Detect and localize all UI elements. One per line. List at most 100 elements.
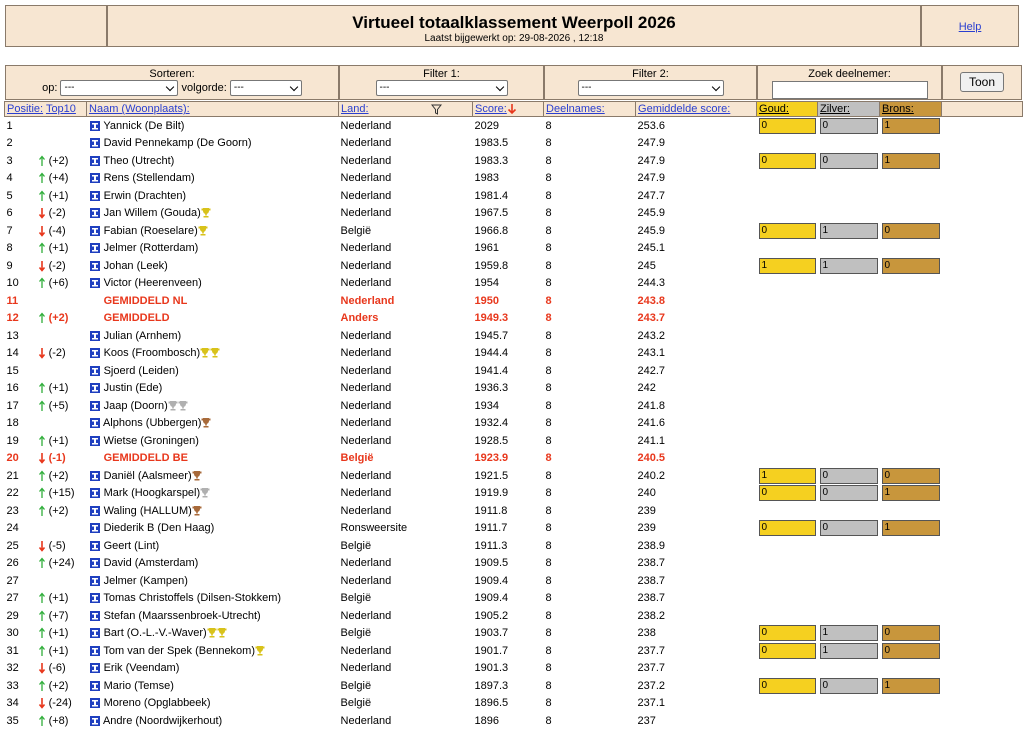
col-bronze[interactable]: Brons: [882, 103, 914, 115]
land: Anders [340, 312, 379, 325]
col-avg[interactable]: Gemiddelde score: [638, 103, 731, 115]
position: 23 [6, 504, 19, 517]
score: 1923.9 [474, 452, 509, 465]
silver-cell [818, 327, 880, 345]
land: Nederland [340, 294, 395, 307]
row: 35 (+8) Andre (Noordwijkerhout) Nederland… [5, 712, 1023, 730]
silver-cell: 0 [818, 467, 880, 485]
change: (+4) [48, 172, 69, 185]
name: Koos (Froombosch) [103, 347, 201, 360]
empty [942, 275, 1023, 293]
bronze-cell [880, 380, 942, 398]
silver-cell [818, 502, 880, 520]
change-cell: (+1) [36, 432, 87, 450]
score: 1934 [474, 399, 499, 412]
arrow-up [38, 382, 45, 394]
change-cell [36, 362, 87, 380]
order-select[interactable]: --- [229, 80, 302, 96]
trophy-gold [201, 208, 211, 218]
search-box: Zoek deelnemer: [757, 65, 942, 100]
trophy-gold [217, 628, 227, 638]
silver-cell [818, 170, 880, 188]
flag-icon [89, 470, 100, 481]
silver-cell [818, 380, 880, 398]
row: 5 (+1) Erwin (Drachten) Nederland 1981.4 8 2… [5, 187, 1023, 205]
flag-icon [89, 680, 100, 691]
help-link[interactable]: Help [958, 21, 982, 33]
avg-score: 241.6 [637, 417, 666, 430]
col-pos[interactable]: Positie: [7, 103, 44, 115]
filter-icon[interactable] [431, 104, 443, 115]
empty [942, 555, 1023, 573]
score: 1909.5 [474, 557, 509, 570]
score: 1936.3 [474, 382, 509, 395]
name: Johan (Leek) [103, 259, 168, 272]
silver-cell: 0 [818, 117, 880, 135]
silver-cell [818, 275, 880, 293]
empty [942, 362, 1023, 380]
col-score[interactable]: Score: [475, 102, 507, 115]
name-cell: Waling (HALLUM) [87, 502, 339, 520]
toon-button[interactable]: Toon [959, 72, 1005, 92]
land: België [340, 697, 372, 710]
change-cell: (+1) [36, 187, 87, 205]
name-cell: Erwin (Drachten) [87, 187, 339, 205]
position: 7 [6, 224, 13, 237]
name-cell: Jan Willem (Gouda) [87, 205, 339, 223]
filter1-select[interactable]: --- [375, 80, 508, 96]
op-select[interactable]: --- [60, 80, 179, 96]
flag-icon [89, 365, 100, 376]
gold-cell [757, 327, 818, 345]
bronze-count: 1 [881, 485, 940, 502]
score: 1901.7 [474, 644, 509, 657]
arrow-up [38, 715, 45, 726]
col-gold[interactable]: Goud: [759, 103, 789, 115]
land: Nederland [340, 154, 392, 167]
change-cell: (-2) [36, 257, 87, 275]
avg-score: 244.3 [637, 277, 666, 290]
name: Mark (Hoogkarspel) [103, 487, 201, 500]
row: 30 (+1) Bart (O.-L.-V.-Waver) België 1903.… [5, 625, 1023, 643]
silver-cell [818, 415, 880, 433]
bronze-cell: 0 [880, 467, 942, 485]
silver-count: 1 [819, 625, 878, 642]
silver-count: 1 [819, 642, 878, 659]
bronze-count: 1 [881, 152, 940, 169]
score: 1944.4 [474, 347, 509, 360]
col-name[interactable]: Naam (Woonplaats): [89, 103, 190, 115]
col-land[interactable]: Land: [341, 103, 369, 115]
bronze-cell [880, 327, 942, 345]
empty [942, 345, 1023, 363]
flag-icon [89, 208, 100, 219]
deelnames: 8 [545, 119, 552, 132]
change: (+15) [48, 487, 75, 500]
search-input[interactable] [771, 81, 928, 99]
deelnames: 8 [545, 137, 552, 150]
name: Tomas Christoffels (Dilsen-Stokkem) [103, 592, 282, 605]
arrow-up [38, 277, 45, 289]
arrow-up [38, 400, 45, 411]
gold-cell [757, 380, 818, 398]
deelnames: 8 [545, 224, 552, 237]
score: 1911.8 [474, 504, 508, 517]
score: 1911.3 [474, 539, 508, 552]
row: 31 (+1) Tom van der Spek (Bennekom) Neder… [5, 642, 1023, 660]
row: 8 (+1) Jelmer (Rotterdam) Nederland 1961 8 2… [5, 240, 1023, 258]
avg-score: 239 [637, 504, 656, 517]
filter2-select[interactable]: --- [577, 80, 724, 96]
avg-score: 241.8 [637, 399, 666, 412]
arrow-up [38, 312, 45, 324]
silver-cell [818, 345, 880, 363]
empty [942, 450, 1023, 468]
position: 32 [6, 662, 19, 675]
avg-score: 253.6 [637, 119, 666, 132]
col-deelnames[interactable]: Deelnames: [546, 103, 605, 115]
col-top10[interactable]: Top10 [45, 103, 76, 115]
col-silver[interactable]: Zilver: [820, 103, 850, 115]
score: 1983 [474, 172, 499, 185]
change-cell: (-2) [36, 205, 87, 223]
name: Bart (O.-L.-V.-Waver) [103, 627, 207, 640]
land: Nederland [340, 644, 392, 657]
land: Nederland [340, 137, 392, 150]
score: 1961 [474, 242, 499, 255]
